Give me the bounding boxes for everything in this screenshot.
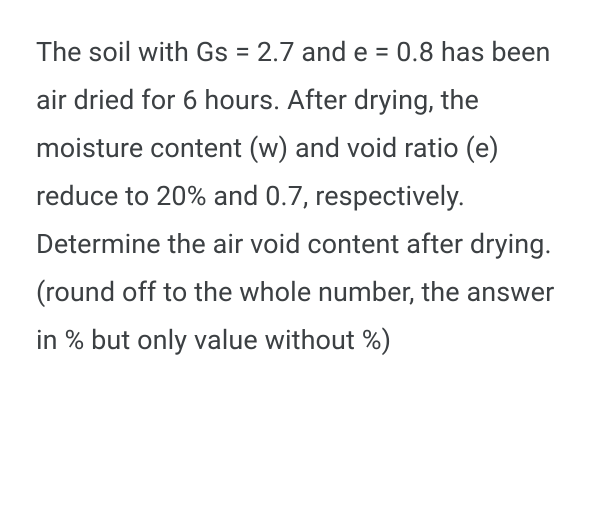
question-paragraph: The soil with Gs = 2.7 and e = 0.8 has b… xyxy=(36,28,576,364)
